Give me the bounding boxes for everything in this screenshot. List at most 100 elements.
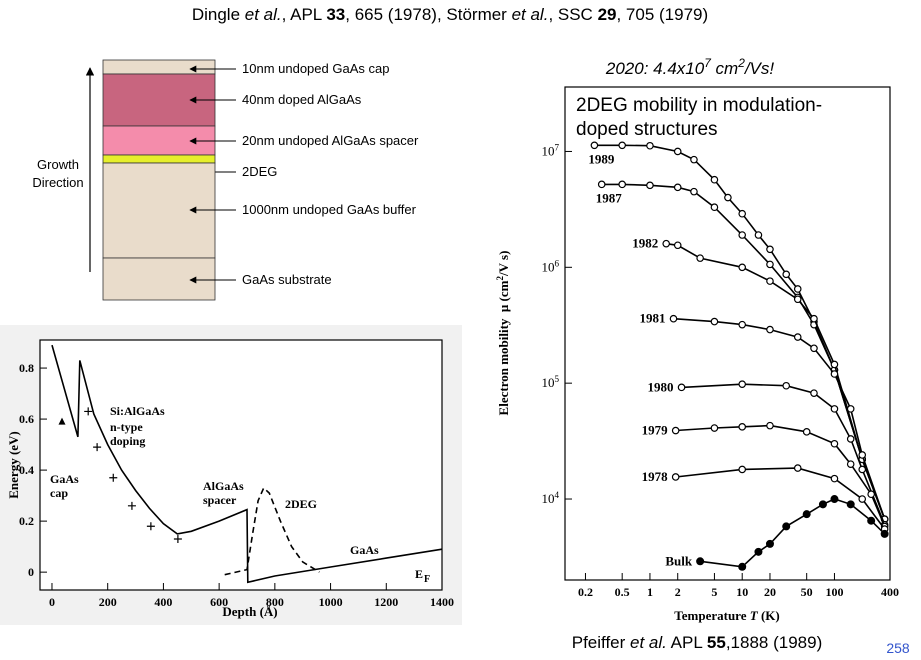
data-point bbox=[671, 473, 680, 481]
data-point bbox=[858, 495, 867, 503]
data-point bbox=[754, 231, 763, 239]
data-point bbox=[677, 383, 686, 392]
data-point bbox=[810, 344, 818, 353]
x-tick-label: 0.2 bbox=[578, 585, 593, 599]
text-part: Dingle bbox=[192, 5, 245, 24]
data-point bbox=[738, 380, 747, 388]
annotation: doping bbox=[110, 434, 145, 448]
x-tick-label: 50 bbox=[801, 585, 813, 599]
text-part: Pfeiffer bbox=[572, 633, 630, 652]
data-point bbox=[738, 209, 747, 218]
data-point bbox=[765, 539, 774, 548]
data-point bbox=[830, 370, 839, 378]
annotation: spacer bbox=[203, 493, 237, 507]
data-point bbox=[793, 464, 802, 472]
data-point bbox=[590, 141, 599, 150]
series-line bbox=[673, 317, 886, 520]
data-point bbox=[793, 333, 802, 341]
x-tick-label: 1000 bbox=[319, 595, 343, 609]
text-part: (K) bbox=[758, 608, 780, 623]
data-point bbox=[793, 285, 802, 293]
text-part: Temperature bbox=[674, 608, 749, 623]
annotation: 2DEG bbox=[285, 497, 317, 511]
x-tick-label: 1 bbox=[647, 585, 653, 599]
layer-label: 40nm doped AlGaAs bbox=[242, 92, 362, 107]
text-part: 2 bbox=[737, 56, 745, 70]
x-tick-label: 1200 bbox=[374, 595, 398, 609]
text-part: 29 bbox=[598, 5, 617, 24]
data-point bbox=[618, 141, 626, 150]
text-part: , SSC bbox=[548, 5, 597, 24]
series-label: 1980 bbox=[648, 379, 674, 394]
data-point bbox=[662, 239, 670, 248]
layer-label: 2DEG bbox=[242, 164, 277, 179]
data-point bbox=[782, 522, 791, 531]
data-point bbox=[646, 181, 654, 190]
data-point bbox=[846, 405, 855, 413]
x-tick-label: 2 bbox=[675, 585, 681, 599]
text-part: cm bbox=[711, 59, 738, 78]
layer bbox=[102, 154, 216, 164]
text-part: /V s) bbox=[496, 251, 511, 277]
x-tick-label: 5 bbox=[711, 585, 717, 599]
y-tick-label: 107 bbox=[541, 142, 559, 158]
data-point bbox=[646, 141, 654, 150]
text-part: 2 bbox=[495, 276, 505, 281]
data-point bbox=[696, 557, 705, 566]
series-label: 1979 bbox=[642, 423, 669, 438]
data-point bbox=[830, 405, 839, 413]
text-part: 10 bbox=[541, 143, 554, 158]
annotation: AlGaAs bbox=[203, 479, 244, 493]
y-axis-label: Energy (eV) bbox=[6, 431, 21, 499]
data-point bbox=[810, 389, 818, 397]
data-point bbox=[690, 155, 698, 164]
text-part: 7 bbox=[554, 142, 559, 152]
data-point bbox=[710, 175, 719, 184]
data-point bbox=[127, 501, 136, 510]
data-point bbox=[738, 320, 747, 329]
annotation: cap bbox=[50, 486, 68, 500]
data-point bbox=[710, 317, 719, 326]
x-axis-label: Depth (Å) bbox=[222, 604, 277, 619]
data-point bbox=[738, 465, 747, 474]
data-point bbox=[802, 510, 811, 519]
x-tick-label: 100 bbox=[825, 585, 843, 599]
data-point bbox=[93, 443, 102, 452]
annotation: E bbox=[415, 567, 423, 581]
data-point bbox=[673, 147, 682, 156]
text-part: 2020: 4.4x10 bbox=[605, 59, 705, 78]
text-part: 55 bbox=[707, 633, 726, 652]
text-part: 10 bbox=[541, 375, 554, 390]
data-point bbox=[84, 407, 93, 416]
data-point bbox=[766, 325, 774, 334]
y-tick-label: 105 bbox=[541, 374, 559, 390]
data-point bbox=[766, 421, 774, 430]
data-point bbox=[710, 424, 719, 432]
text-part: 6 bbox=[554, 258, 559, 268]
x-tick-label: 0.5 bbox=[615, 585, 630, 599]
layer-label: 10nm undoped GaAs cap bbox=[242, 61, 389, 76]
data-point bbox=[724, 193, 732, 202]
x-tick-label: 0 bbox=[49, 595, 55, 609]
annotation: n-type bbox=[110, 420, 143, 434]
text-part: 5 bbox=[554, 374, 559, 384]
data-point bbox=[710, 203, 719, 212]
y-tick-label: 0.8 bbox=[19, 361, 34, 375]
data-point bbox=[846, 460, 855, 468]
y-tick-label: 0.2 bbox=[19, 514, 34, 528]
layer bbox=[102, 59, 216, 75]
x-tick-label: 20 bbox=[764, 585, 776, 599]
text-part: et al. bbox=[512, 5, 549, 24]
text-part: 10 bbox=[541, 491, 554, 506]
annotation: F bbox=[424, 574, 430, 585]
data-point bbox=[146, 522, 155, 531]
citation: Dingle et al., APL 33, 665 (1978), Störm… bbox=[192, 5, 708, 24]
data-point bbox=[766, 277, 774, 285]
y-tick-label: 0.4 bbox=[19, 463, 34, 477]
data-point bbox=[738, 231, 747, 239]
series-line bbox=[675, 467, 886, 530]
layer-label: GaAs substrate bbox=[242, 272, 332, 287]
annotation: doped structures bbox=[576, 119, 718, 140]
annotation: GaAs bbox=[350, 543, 379, 557]
